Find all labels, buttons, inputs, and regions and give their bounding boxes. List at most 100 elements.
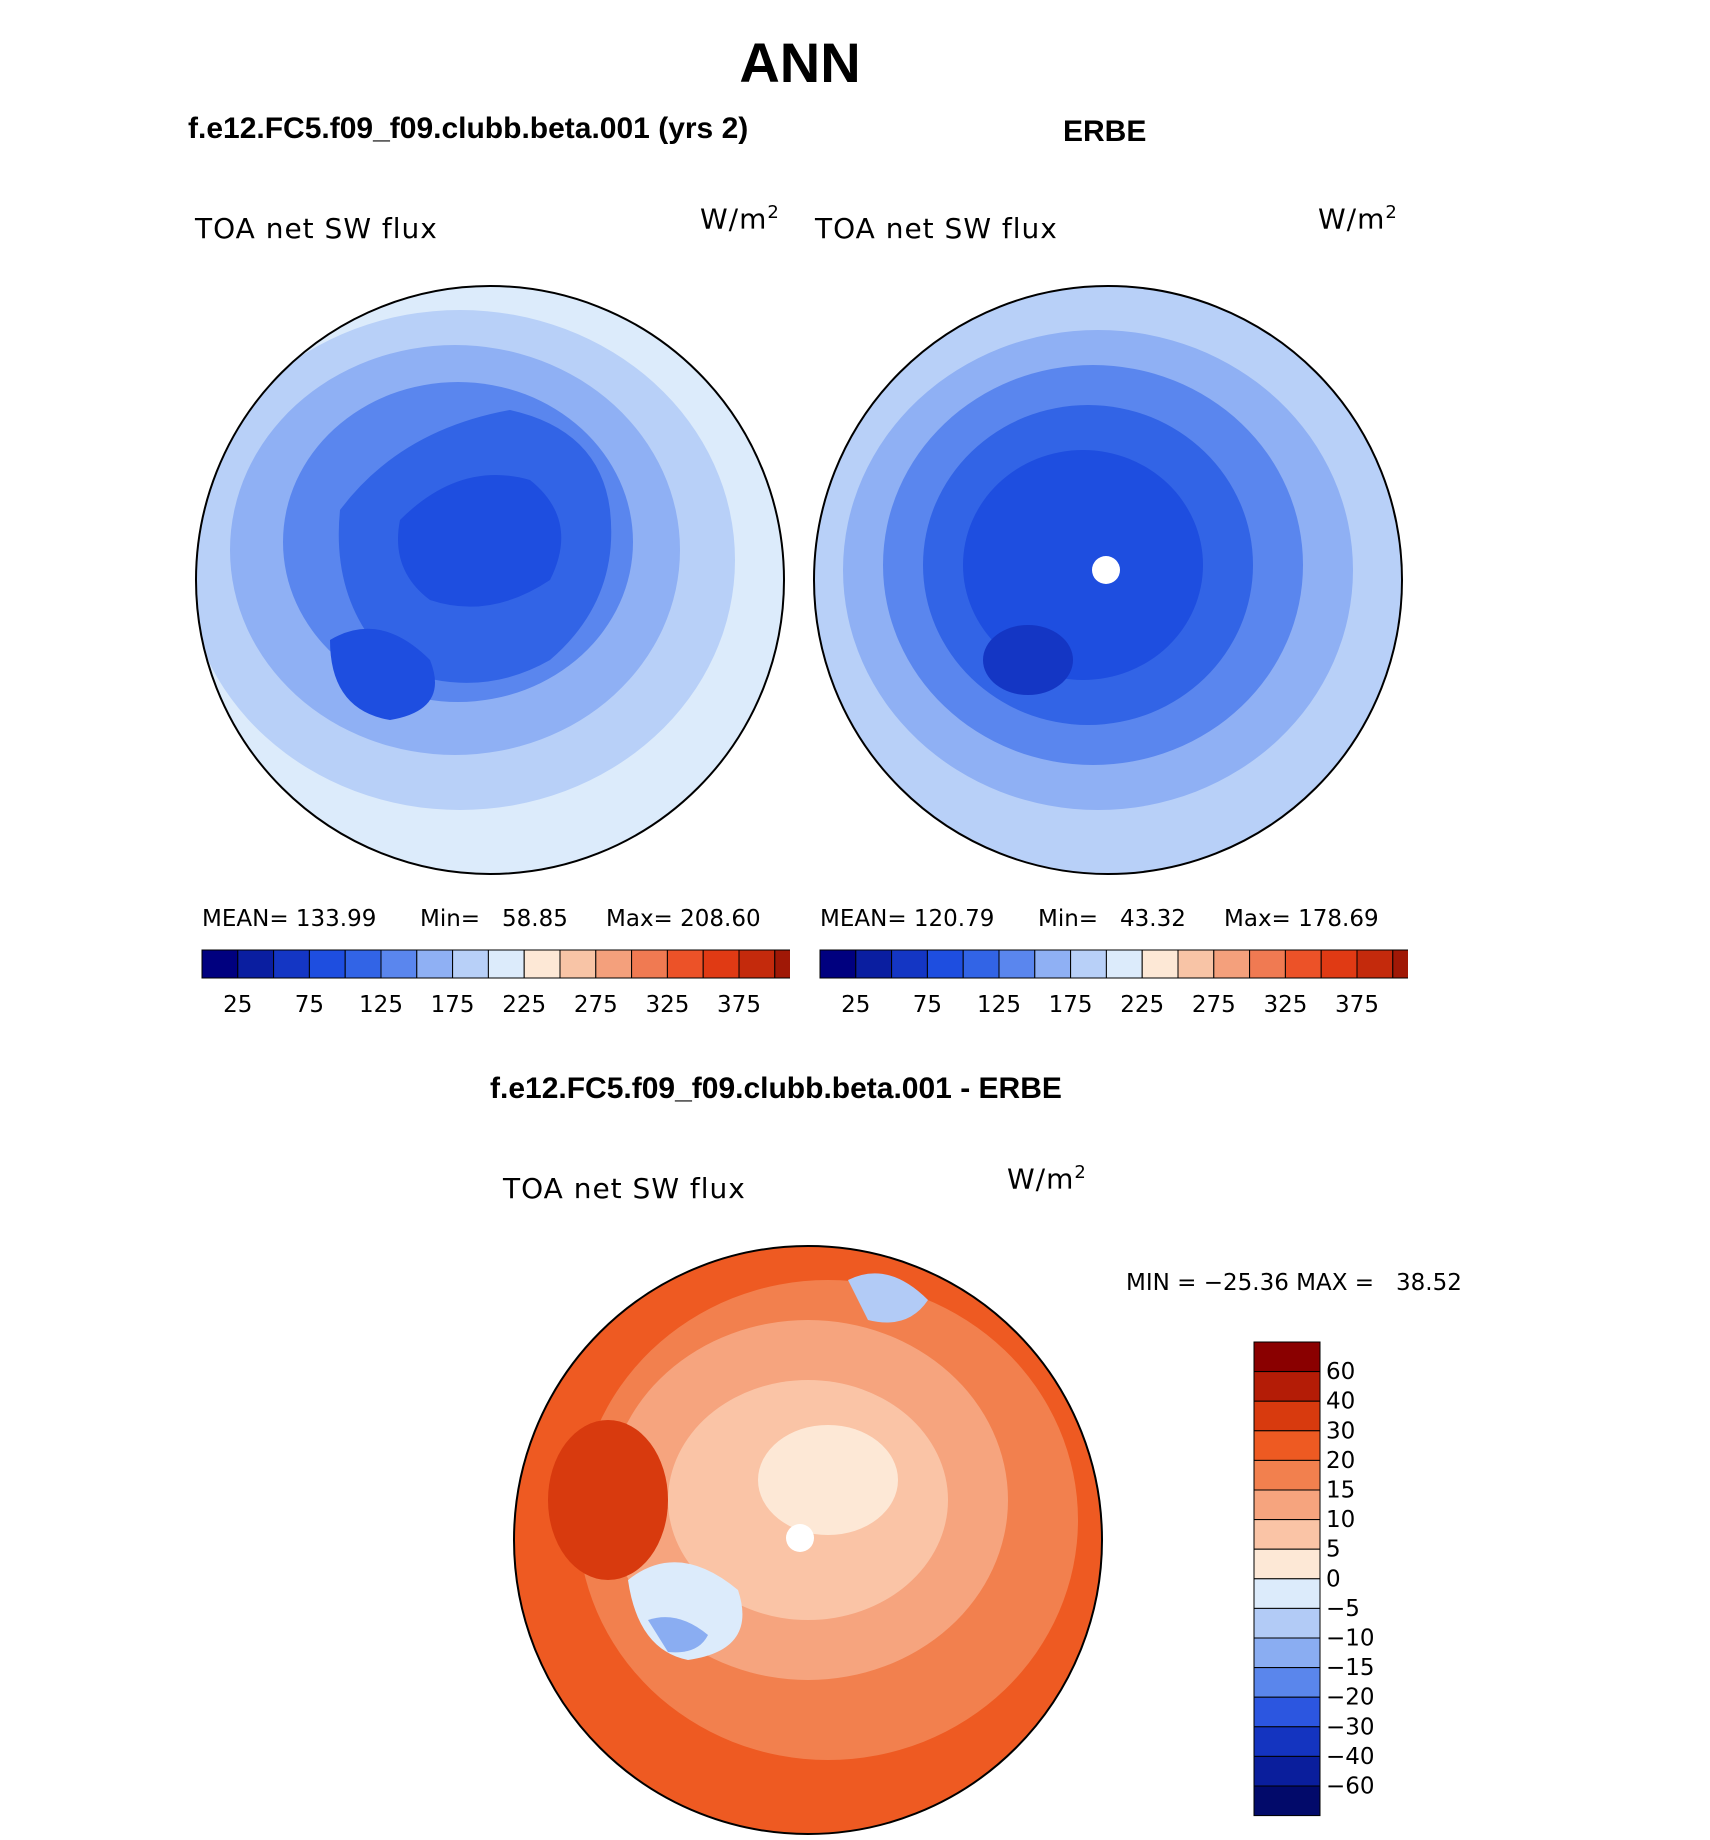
colorbar-difference-label: 40: [1326, 1389, 1355, 1415]
colorbar-difference-swatch: [1253, 1459, 1321, 1491]
colorbar-difference-swatch: [1253, 1578, 1321, 1609]
colorbar-observations-swatch: [1034, 949, 1072, 979]
panel2-min: Min= 43.32: [1038, 906, 1186, 932]
colorbar-difference-swatch: [1253, 1519, 1321, 1550]
colorbar-difference-swatch: [1253, 1696, 1321, 1728]
colorbar-model-swatch: [631, 949, 668, 979]
diff-minmax: MIN = −25.36 MAX = 38.52: [1126, 1270, 1462, 1296]
colorbar-observations-swatch: [819, 949, 857, 979]
colorbar-model-tick-label: 225: [502, 992, 546, 1018]
colorbar-observations-tick-label: 275: [1192, 992, 1236, 1018]
map-model: [195, 285, 785, 875]
colorbar-observations-tick-label: 325: [1263, 992, 1307, 1018]
colorbar-difference-swatch: [1253, 1667, 1321, 1698]
colorbar-model-swatch: [237, 949, 275, 979]
colorbar-observations-swatch: [1392, 949, 1408, 979]
colorbar-model-swatch: [201, 949, 239, 979]
colorbar-difference-label: −60: [1326, 1774, 1375, 1800]
colorbar-model-swatch: [273, 949, 310, 979]
panel1-max: Max= 208.60: [606, 906, 761, 932]
colorbar-observations-tick-label: 175: [1049, 992, 1093, 1018]
colorbar-difference-label: −40: [1326, 1744, 1375, 1770]
panel1-min: Min= 58.85: [420, 906, 568, 932]
colorbar-difference-swatch: [1253, 1785, 1321, 1817]
figure-title: ANN: [739, 31, 861, 94]
panel2-max: Max= 178.69: [1224, 906, 1379, 932]
colorbar-difference-swatch: [1253, 1430, 1321, 1461]
colorbar-model-swatch: [774, 949, 790, 979]
colorbar-observations-tick-label: 225: [1120, 992, 1164, 1018]
colorbar-observations-swatch: [1284, 949, 1322, 979]
colorbar-difference-swatch: [1253, 1341, 1321, 1373]
panel2-heading: ERBE: [1063, 115, 1147, 148]
colorbar-model-swatch: [595, 949, 633, 979]
colorbar-observations-swatch: [1249, 949, 1286, 979]
colorbar-model-swatch: [452, 949, 489, 979]
colorbar-observations-swatch: [855, 949, 893, 979]
colorbar-observations-swatch: [1320, 949, 1358, 979]
colorbar-model: 25 75 125 175 225 275 325 375: [201, 949, 790, 1018]
panel1-units: W/m2: [700, 202, 780, 236]
panel1-heading: f.e12.FC5.f09_f09.clubb.beta.001 (yrs 2): [188, 112, 749, 145]
colorbar-difference-label: 15: [1326, 1478, 1355, 1504]
colorbar-model-swatch: [523, 949, 561, 979]
diff-variable: TOA net SW flux: [503, 1172, 746, 1205]
colorbar-difference-swatch: [1253, 1548, 1321, 1580]
colorbar-observations-tick-label: 375: [1335, 992, 1379, 1018]
colorbar-observations-swatch: [1177, 949, 1215, 979]
colorbar-difference-swatch: [1253, 1755, 1321, 1787]
colorbar-observations-swatch: [1141, 949, 1179, 979]
colorbar-model-swatch: [416, 949, 454, 979]
colorbar-difference-swatch: [1253, 1489, 1321, 1521]
map-difference: [513, 1245, 1103, 1835]
colorbar-observations-swatch: [962, 949, 1000, 979]
colorbar-difference-swatch: [1253, 1637, 1321, 1669]
colorbar-difference-label: 5: [1326, 1537, 1341, 1563]
colorbar-model-tick-label: 175: [431, 992, 475, 1018]
colorbar-difference-swatch: [1253, 1400, 1321, 1432]
colorbar-model-swatch: [380, 949, 418, 979]
colorbar-model-tick-label: 125: [359, 992, 403, 1018]
colorbar-observations-swatch: [926, 949, 964, 979]
colorbar-model-swatch: [702, 949, 740, 979]
panel2-units: W/m2: [1318, 202, 1398, 236]
colorbar-observations: 25 75 125 175 225 275 325 375: [819, 949, 1408, 1018]
diff-units: W/m2: [1007, 1162, 1087, 1196]
colorbar-model-tick-label: 25: [223, 992, 252, 1018]
panel1-variable: TOA net SW flux: [195, 212, 438, 245]
colorbar-difference-label: 30: [1326, 1418, 1355, 1444]
colorbar-observations-swatch: [998, 949, 1036, 979]
panel2-variable: TOA net SW flux: [815, 212, 1058, 245]
colorbar-model-swatch: [559, 949, 597, 979]
colorbar-difference-label: −10: [1326, 1626, 1375, 1652]
colorbar-difference-label: −15: [1326, 1655, 1375, 1681]
colorbar-observations-tick-label: 25: [841, 992, 870, 1018]
colorbar-model-swatch: [344, 949, 382, 979]
colorbar-observations-tick-label: 125: [977, 992, 1021, 1018]
colorbar-model-tick-label: 275: [574, 992, 618, 1018]
colorbar-difference-swatch: [1253, 1607, 1321, 1639]
diff-heading: f.e12.FC5.f09_f09.clubb.beta.001 - ERBE: [490, 1072, 1062, 1105]
colorbar-observations-swatch: [1105, 949, 1143, 979]
colorbar-difference-label: 0: [1326, 1566, 1341, 1592]
colorbar-difference-label: −30: [1326, 1714, 1375, 1740]
colorbar-difference-label: 20: [1326, 1448, 1355, 1474]
colorbar-difference-label: 60: [1326, 1359, 1355, 1385]
colorbar-difference-label: 10: [1326, 1507, 1355, 1533]
panel1-mean: MEAN= 133.99: [202, 906, 377, 932]
colorbar-model-swatch: [487, 949, 525, 979]
colorbar-observations-swatch: [891, 949, 928, 979]
colorbar-model-swatch: [738, 949, 776, 979]
panel2-mean: MEAN= 120.79: [820, 906, 995, 932]
colorbar-difference: 60 40 30 20 15 10 5 0 −5 −10 −15 −20 −30 −40 −60: [1253, 1341, 1375, 1817]
colorbar-difference-swatch: [1253, 1371, 1321, 1402]
colorbar-model-tick-label: 375: [717, 992, 761, 1018]
colorbar-observations-tick-label: 75: [913, 992, 942, 1018]
colorbar-difference-label: −5: [1326, 1596, 1360, 1622]
colorbar-observations-swatch: [1070, 949, 1107, 979]
colorbar-model-tick-label: 75: [295, 992, 324, 1018]
colorbar-model-swatch: [666, 949, 704, 979]
colorbar-difference-label: −20: [1326, 1685, 1375, 1711]
colorbar-model-tick-label: 325: [645, 992, 689, 1018]
colorbar-observations-swatch: [1213, 949, 1251, 979]
